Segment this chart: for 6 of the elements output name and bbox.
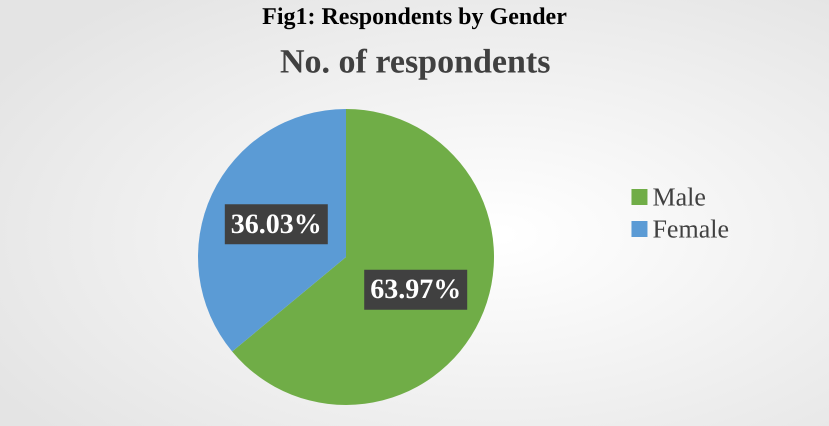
legend-label: Female	[652, 214, 730, 244]
chart-title: Fig1: Respondents by Gender	[262, 4, 568, 30]
chart-subtitle: No. of respondents	[280, 44, 550, 80]
data-label: 36.03%	[230, 208, 322, 240]
data-label: 63.97%	[370, 274, 462, 306]
legend-label: Male	[652, 182, 706, 212]
